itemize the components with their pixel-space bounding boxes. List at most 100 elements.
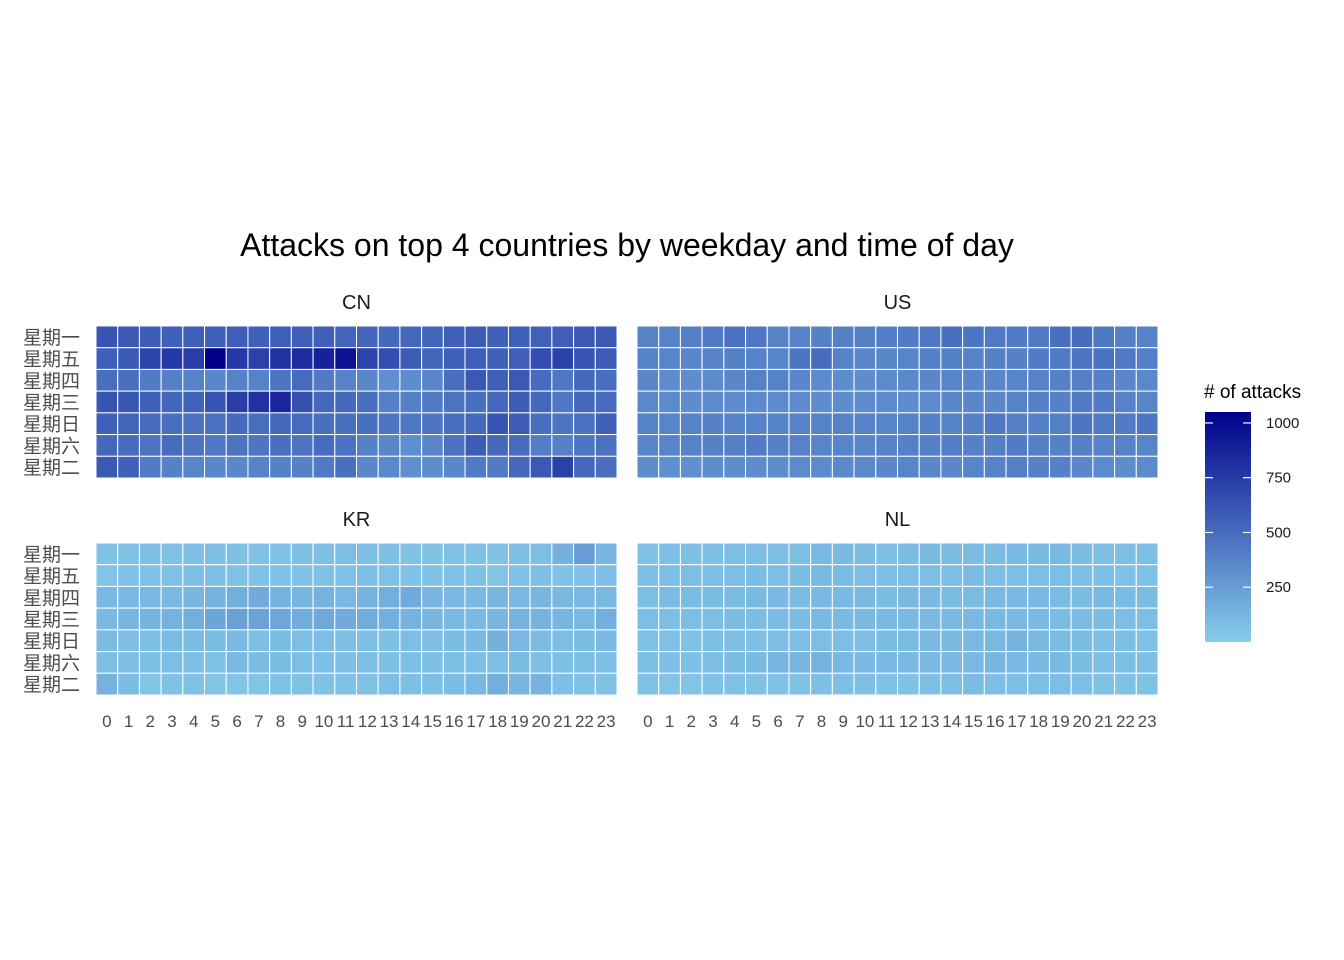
panel-label: CN [342,292,371,314]
heatmap-cell [1027,390,1050,414]
heatmap-cell [95,672,119,696]
heatmap-cell [766,672,790,696]
heatmap-cell [1048,347,1072,370]
heatmap-cell [853,585,877,609]
heatmap-cell [290,455,314,479]
heatmap-cell [204,672,227,696]
x-tick-label: 2 [687,712,696,731]
heatmap-cell [1048,542,1072,566]
heatmap-cell [679,607,703,631]
heatmap-cell [138,651,162,674]
heatmap-cell [1092,434,1116,457]
y-tick-label: 星期日 [23,631,80,653]
heatmap-cell [1027,651,1050,674]
heatmap-cell [940,368,964,392]
heatmap-cell [442,651,466,674]
heatmap-cell [138,455,162,479]
heatmap-cell [334,368,357,392]
heatmap-cell [486,629,509,653]
heatmap-cell [377,651,401,674]
heatmap-cell [225,585,249,609]
heatmap-cell [918,434,942,457]
heatmap-cell [421,390,444,414]
heatmap-cell [983,672,1007,696]
x-tick-label: 16 [445,712,464,731]
heatmap-cell [1092,325,1116,349]
heatmap-cell [117,672,140,696]
heatmap-cell [573,585,596,609]
legend-tick-label: 500 [1266,524,1291,541]
y-tick-label: 星期一 [23,327,80,349]
heatmap-cell [658,347,681,370]
heatmap-cell [1027,347,1050,370]
heatmap-cell [269,390,292,414]
heatmap-cell [766,607,790,631]
heatmap-cell [940,434,964,457]
heatmap-cell [551,347,575,370]
heatmap-cell [573,564,596,587]
heatmap-cell [507,434,531,457]
heatmap-cell [1135,347,1159,370]
heatmap-cell [95,629,119,653]
heatmap-cell [962,412,985,436]
heatmap-cell [290,672,314,696]
x-tick-label: 7 [254,712,263,731]
heatmap-cell [831,607,855,631]
heatmap-cell [356,629,379,653]
heatmap-cell [117,585,140,609]
heatmap-cell [1135,585,1159,609]
heatmap-cell [182,434,206,457]
heatmap-cell [377,347,401,370]
heatmap-cell [918,325,942,349]
heatmap-cell [875,564,899,587]
heatmap-cell [636,672,660,696]
heatmap-cell [138,325,162,349]
heatmap-cell [897,368,920,392]
heatmap-cell [464,651,488,674]
heatmap-cell [1005,368,1029,392]
heatmap-cell [269,347,292,370]
heatmap-cell [551,672,575,696]
heatmap-cell [507,629,531,653]
heatmap-cell [204,368,227,392]
heatmap-cell [421,325,444,349]
heatmap-cell [723,629,747,653]
x-tick-label: 2 [146,712,155,731]
x-tick-label: 13 [921,712,940,731]
heatmap-cell [507,325,531,349]
heatmap-cell [204,542,227,566]
heatmap-cell [95,368,119,392]
heatmap-cell [1114,368,1137,392]
heatmap-cell [723,607,747,631]
heatmap-cell [723,455,747,479]
heatmap-cell [204,651,227,674]
heatmap-cell [117,325,140,349]
heatmap-cell [1114,585,1137,609]
heatmap-cell [225,434,249,457]
heatmap-cell [204,607,227,631]
heatmap-cell [723,434,747,457]
heatmap-cell [160,564,184,587]
heatmap-cell [290,564,314,587]
heatmap-cell [983,434,1007,457]
heatmap-cell [679,542,703,566]
heatmap-cell [897,434,920,457]
heatmap-cell [679,672,703,696]
heatmap-cell [810,455,833,479]
heatmap-cell [723,347,747,370]
heatmap-cell [464,368,488,392]
heatmap-cell [117,564,140,587]
heatmap-cell [701,325,725,349]
heatmap-cell [247,564,271,587]
heatmap-cell [334,651,357,674]
heatmap-cell [95,325,119,349]
heatmap-cell [334,325,357,349]
heatmap-cell [486,585,509,609]
heatmap-cell [573,629,596,653]
heatmap-cell [247,412,271,436]
heatmap-cell [399,651,423,674]
heatmap-cell [831,434,855,457]
heatmap-cell [1070,455,1094,479]
heatmap-cell [875,368,899,392]
heatmap-cell [658,564,681,587]
